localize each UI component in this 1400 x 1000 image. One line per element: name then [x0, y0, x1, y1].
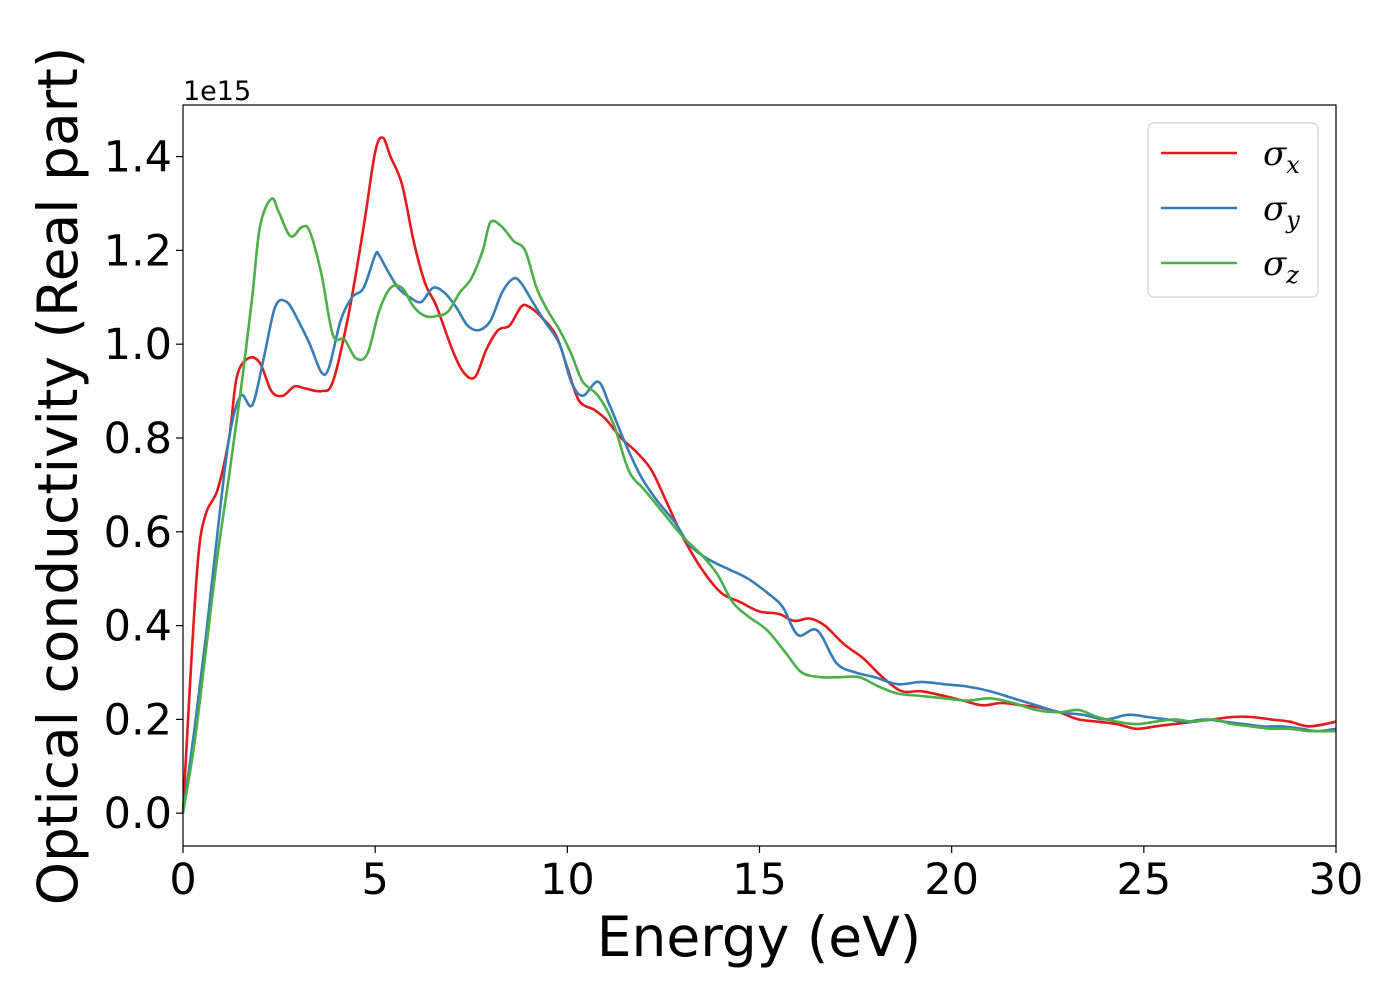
y-tick-label: 0.4 — [104, 602, 172, 652]
x-axis-ticks: 0 5 10 15 20 25 30 — [169, 846, 1363, 905]
y-tick-label: 1.4 — [104, 133, 172, 183]
plot-lines — [181, 136, 1337, 814]
legend-label-x: σx — [1263, 134, 1300, 179]
legend-box — [1147, 122, 1319, 298]
y-tick-label: 1.0 — [104, 320, 172, 370]
legend-label-y: σy — [1263, 189, 1300, 234]
legend: σx σy σz — [1147, 122, 1319, 298]
y-offset-label: 1e15 — [183, 76, 251, 107]
y-tick-label: 0.0 — [104, 789, 172, 839]
series-line-x — [181, 136, 1337, 814]
y-tick-label: 0.8 — [104, 414, 172, 464]
x-tick-label: 30 — [1309, 855, 1364, 905]
y-tick-label: 0.6 — [104, 508, 172, 558]
y-axis-label: Optical conductivity (Real part) — [26, 47, 90, 906]
x-tick-label: 25 — [1116, 855, 1171, 905]
x-tick-label: 20 — [924, 855, 979, 905]
y-tick-label: 1.2 — [104, 226, 172, 276]
x-axis-label: Energy (eV) — [597, 905, 921, 969]
series-line-y — [181, 250, 1337, 814]
series-line-z — [181, 197, 1337, 814]
x-tick-label: 0 — [169, 855, 196, 905]
x-tick-label: 10 — [540, 855, 595, 905]
x-tick-label: 15 — [732, 855, 787, 905]
legend-label-z: σz — [1263, 244, 1299, 289]
y-axis-ticks: 0.0 0.2 0.4 0.6 0.8 1.0 1.2 1.4 — [104, 133, 183, 839]
x-tick-label: 5 — [361, 855, 388, 905]
y-tick-label: 0.2 — [104, 695, 172, 745]
